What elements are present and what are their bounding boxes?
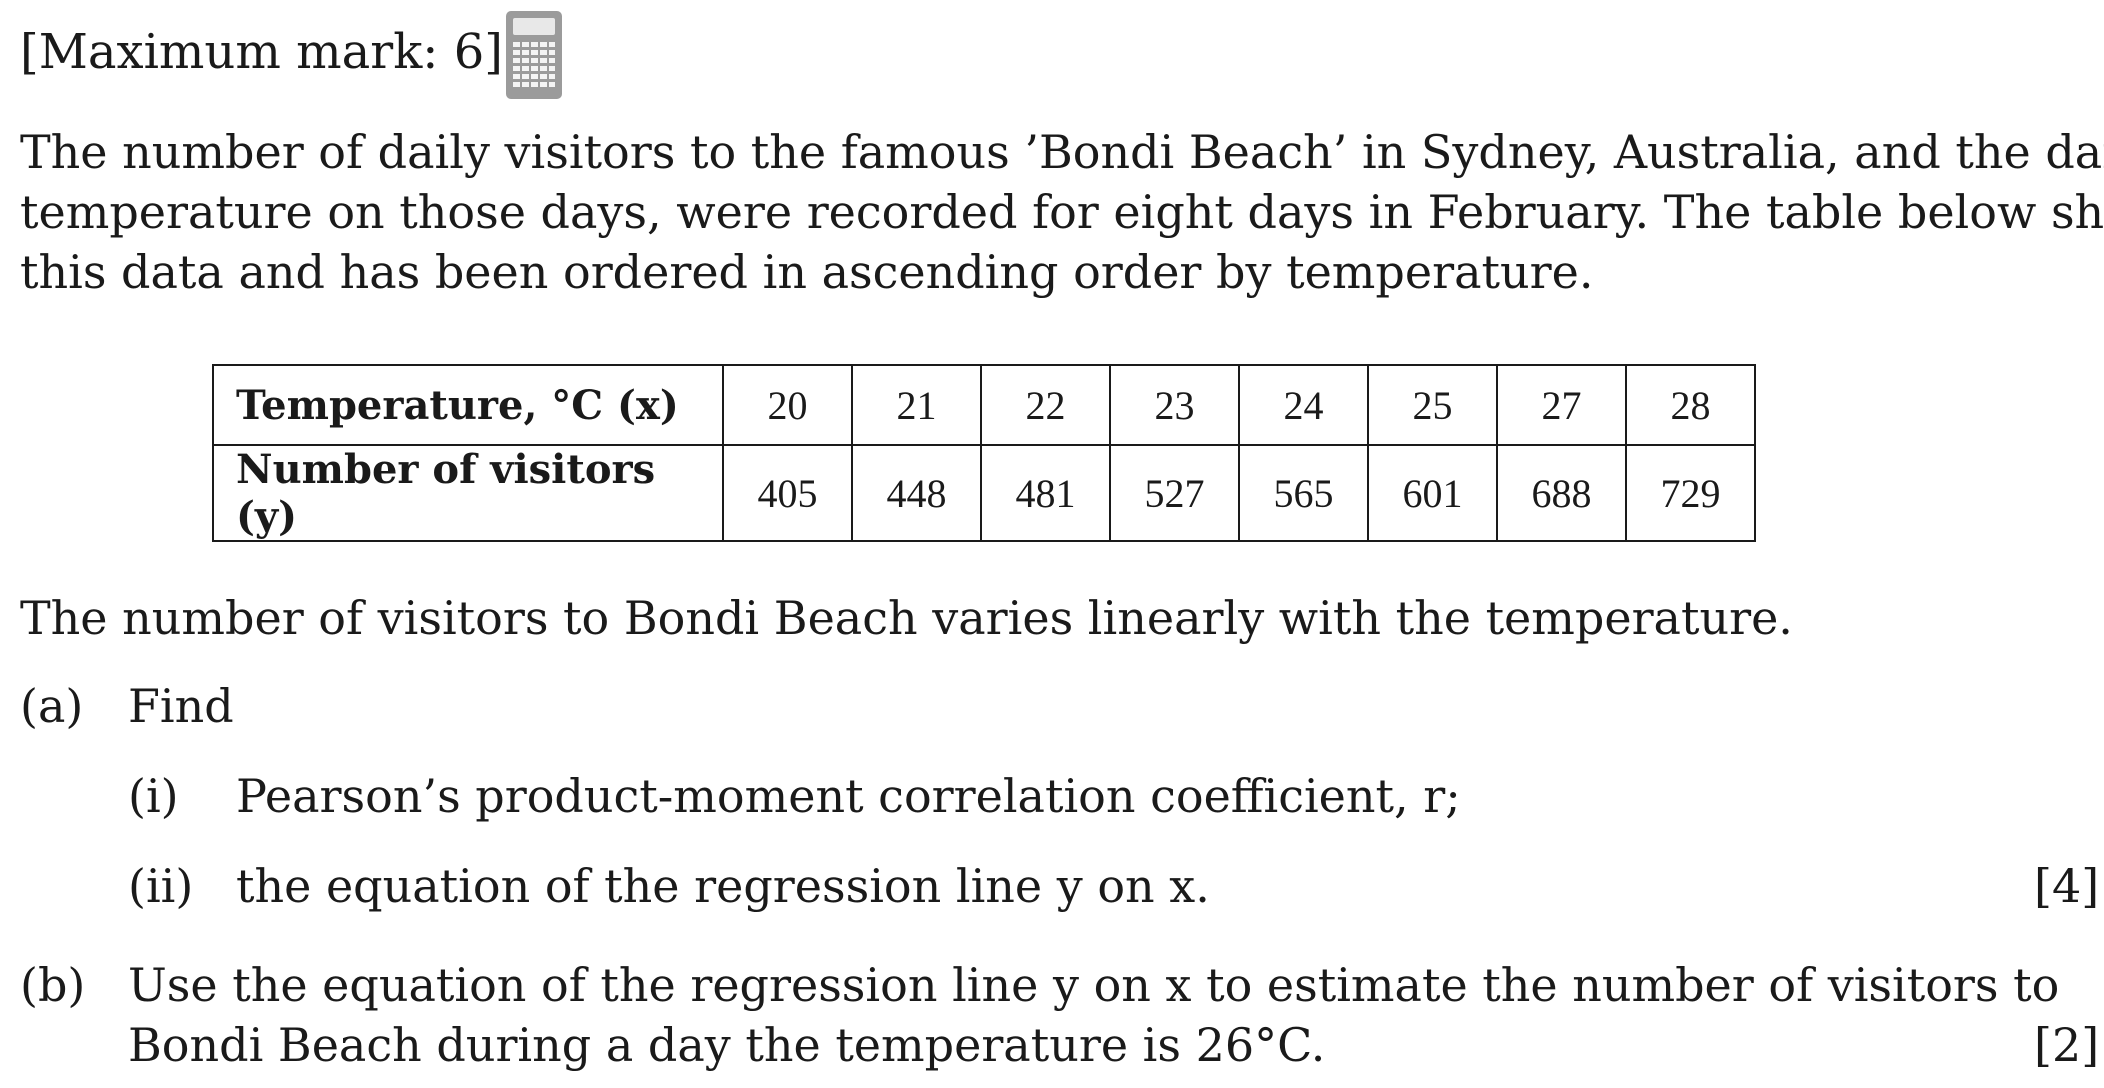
temperature-cell: 24: [1238, 364, 1369, 446]
part-b-line-2: Bondi Beach during a day the temperature…: [128, 1018, 1326, 1072]
temperature-cell: 27: [1496, 364, 1627, 446]
part-a-i-text: Pearson’s product-moment correlation coe…: [236, 769, 1461, 823]
temperature-header: Temperature, °C (x): [212, 364, 724, 446]
visitors-cell: 729: [1625, 444, 1756, 542]
visitors-cell: 601: [1367, 444, 1498, 542]
visitors-cell: 481: [980, 444, 1111, 542]
visitors-cell: 688: [1496, 444, 1627, 542]
visitors-cell: 405: [722, 444, 853, 542]
table-row-temperature: Temperature, °C (x) 20 21 22 23 24 25 27…: [212, 364, 1756, 446]
part-b-label: (b): [20, 958, 86, 1012]
temperature-cell: 28: [1625, 364, 1756, 446]
temperature-cell: 25: [1367, 364, 1498, 446]
temperature-cell: 21: [851, 364, 982, 446]
calculator-icon: [506, 11, 562, 99]
visitors-header: Number of visitors (y): [212, 444, 724, 542]
data-table: Temperature, °C (x) 20 21 22 23 24 25 27…: [212, 364, 1756, 542]
intro-line-2: temperature on those days, were recorded…: [20, 185, 2104, 239]
temperature-cell: 23: [1109, 364, 1240, 446]
part-b-line-1: Use the equation of the regression line …: [128, 958, 2060, 1012]
part-b-marks: [2]: [2034, 1018, 2100, 1072]
table-row-visitors: Number of visitors (y) 405 448 481 527 5…: [212, 444, 1756, 542]
linear-statement: The number of visitors to Bondi Beach va…: [20, 591, 1793, 645]
visitors-cell: 527: [1109, 444, 1240, 542]
temperature-cell: 20: [722, 364, 853, 446]
temperature-cell: 22: [980, 364, 1111, 446]
intro-line-1: The number of daily visitors to the famo…: [20, 125, 2104, 179]
visitors-cell: 565: [1238, 444, 1369, 542]
visitors-cell: 448: [851, 444, 982, 542]
part-a-ii-label: (ii): [128, 859, 194, 913]
part-a-i-label: (i): [128, 769, 179, 823]
part-a-text: Find: [128, 679, 234, 733]
intro-line-3: this data and has been ordered in ascend…: [20, 245, 1594, 299]
part-a-ii-text: the equation of the regression line y on…: [236, 859, 1210, 913]
maximum-mark: [Maximum mark: 6]: [20, 24, 503, 80]
part-a-label: (a): [20, 679, 84, 733]
part-a-marks: [4]: [2034, 859, 2100, 913]
